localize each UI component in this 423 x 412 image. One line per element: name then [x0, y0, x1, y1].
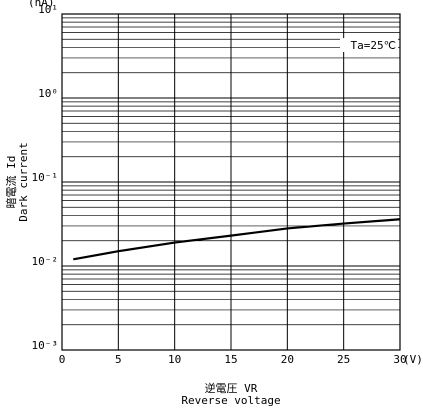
y-label-en: Dark current [17, 142, 30, 221]
plot-frame [61, 13, 401, 351]
annotation: Ta=25℃ [351, 39, 396, 52]
x-tick-label: 0 [59, 353, 66, 366]
x-tick-label: 20 [281, 353, 294, 366]
y-tick-label: 10⁻¹ [32, 171, 59, 184]
y-label: 暗電流 Id [4, 156, 18, 209]
x-unit: (V) [403, 353, 423, 366]
x-tick-label: 30 [393, 353, 406, 366]
y-tick-label: 10⁻³ [32, 339, 59, 352]
y-tick-label: 10¹ [38, 3, 58, 16]
x-tick-label: 15 [224, 353, 237, 366]
x-tick-label: 10 [168, 353, 181, 366]
y-tick-label: 10⁻² [32, 255, 59, 268]
y-tick-label: 10⁰ [38, 87, 58, 100]
x-label: 逆電圧 VR [205, 381, 258, 395]
data-line [73, 218, 401, 261]
x-tick-label: 5 [115, 353, 122, 366]
annotation-bg [340, 38, 398, 52]
x-tick-label: 25 [337, 353, 350, 366]
x-label-en: Reverse voltage [181, 394, 280, 407]
y-unit: (nA) [28, 0, 55, 9]
